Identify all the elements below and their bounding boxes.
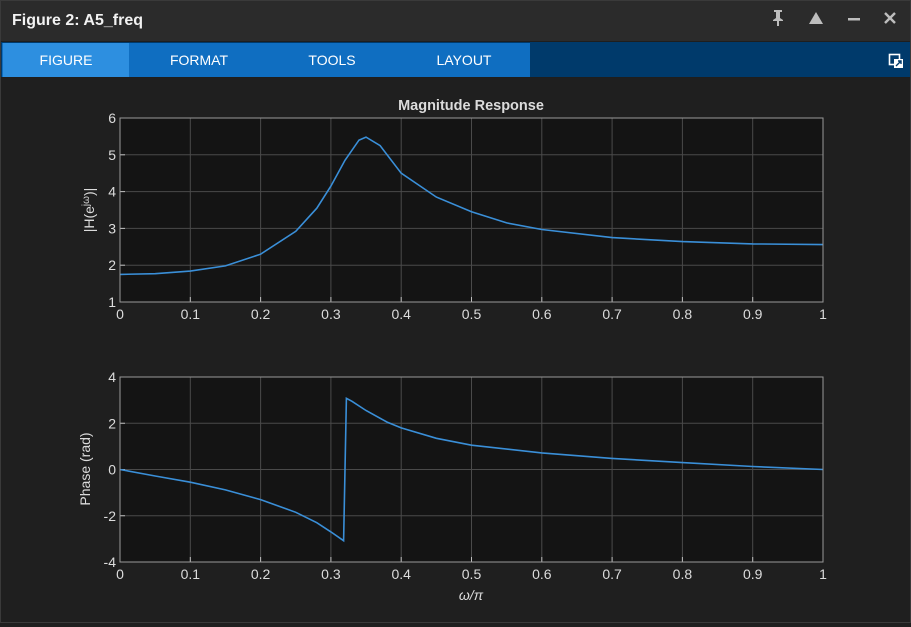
magnitude-x-tick-labels: 0 0.1 0.2 0.3 0.4 0.5 0.6 0.7 0.8 0.9 1	[116, 306, 827, 322]
x-tick-label: 0.3	[321, 306, 341, 322]
phase-axes-frame	[119, 376, 824, 563]
magnitude-y-label-part-a: |H(e	[81, 206, 97, 232]
magnitude-series-line	[119, 136, 824, 276]
x-tick-label: 0.3	[321, 566, 341, 582]
y-tick-label: 2	[108, 415, 116, 431]
x-tick-label: 0	[116, 306, 124, 322]
x-tick-label: 0.5	[462, 566, 482, 582]
phase-x-label: ω/π	[459, 587, 484, 603]
y-tick-label: 4	[108, 369, 116, 385]
y-tick-label: -4	[104, 554, 117, 570]
phase-y-label: Phase (rad)	[77, 432, 93, 505]
x-tick-label: 0.8	[673, 566, 693, 582]
tab-strip: FIGURE FORMAT TOOLS LAYOUT	[2, 43, 530, 77]
toolstrip: FIGURE FORMAT TOOLS LAYOUT	[1, 42, 910, 77]
y-tick-label: 0	[108, 462, 116, 478]
x-tick-label: 0.2	[251, 306, 271, 322]
magnitude-y-tick-labels: 1 2 3 4 5 6	[108, 110, 116, 310]
magnitude-y-label-superscript: jω	[81, 196, 92, 207]
x-tick-label: 0.4	[391, 566, 411, 582]
undock-icon[interactable]	[888, 53, 904, 69]
pin-icon[interactable]	[766, 9, 790, 33]
tab-format[interactable]: FORMAT	[169, 52, 229, 68]
x-tick-label: 0.2	[251, 566, 271, 582]
y-tick-label: 5	[108, 147, 116, 163]
up-arrow-icon[interactable]	[804, 9, 828, 33]
y-tick-label: 4	[108, 184, 116, 200]
tab-figure[interactable]: FIGURE	[3, 43, 129, 77]
y-tick-label: 2	[108, 257, 116, 273]
x-tick-label: 0.5	[462, 306, 482, 322]
x-tick-label: 0.1	[181, 566, 201, 582]
phase-series-line	[119, 396, 824, 543]
window-title: Figure 2: A5_freq	[12, 12, 143, 29]
close-icon[interactable]	[878, 9, 902, 33]
x-tick-label: 1	[819, 306, 827, 322]
magnitude-y-label: |H(ejω)|	[81, 188, 97, 233]
x-tick-label: 0.7	[602, 566, 622, 582]
phase-x-tick-labels: 0 0.1 0.2 0.3 0.4 0.5 0.6 0.7 0.8 0.9 1	[116, 566, 827, 582]
x-tick-label: 0.6	[532, 566, 552, 582]
x-tick-label: 0.6	[532, 306, 552, 322]
plots-svg: 0 0.1 0.2 0.3 0.4 0.5 0.6 0.7 0.8 0.9 1 1 2 3 4 5 6 Mag…	[77, 98, 827, 603]
phase-y-tick-labels: -4 -2 0 2 4	[104, 369, 117, 570]
y-tick-label: 6	[108, 110, 116, 126]
figure-canvas: 0 0.1 0.2 0.3 0.4 0.5 0.6 0.7 0.8 0.9 1 1 2 3 4 5 6 Mag…	[1, 78, 910, 622]
magnitude-title: Magnitude Response	[398, 98, 544, 114]
magnitude-y-label-part-b: )|	[81, 188, 97, 196]
magnitude-axes[interactable]: 0 0.1 0.2 0.3 0.4 0.5 0.6 0.7 0.8 0.9 1 1 2 3 4 5 6 Mag…	[81, 98, 827, 322]
x-tick-label: 0.4	[391, 306, 411, 322]
tab-layout[interactable]: LAYOUT	[436, 52, 492, 68]
x-tick-label: 0	[116, 566, 124, 582]
x-tick-label: 0.7	[602, 306, 622, 322]
x-tick-label: 0.9	[743, 306, 763, 322]
minimize-icon[interactable]	[842, 9, 866, 33]
x-tick-label: 0.1	[181, 306, 201, 322]
y-tick-label: 3	[108, 220, 116, 236]
y-tick-label: -2	[104, 508, 117, 524]
phase-axes[interactable]: 0 0.1 0.2 0.3 0.4 0.5 0.6 0.7 0.8 0.9 1 -4 -2 0 2 4 ω/…	[77, 369, 827, 603]
x-tick-label: 0.9	[743, 566, 763, 582]
x-tick-label: 0.8	[673, 306, 693, 322]
tab-tools[interactable]: TOOLS	[308, 52, 356, 68]
title-bar[interactable]: Figure 2: A5_freq	[1, 1, 910, 41]
y-tick-label: 1	[108, 294, 116, 310]
magnitude-axes-frame	[119, 117, 824, 303]
x-tick-label: 1	[819, 566, 827, 582]
